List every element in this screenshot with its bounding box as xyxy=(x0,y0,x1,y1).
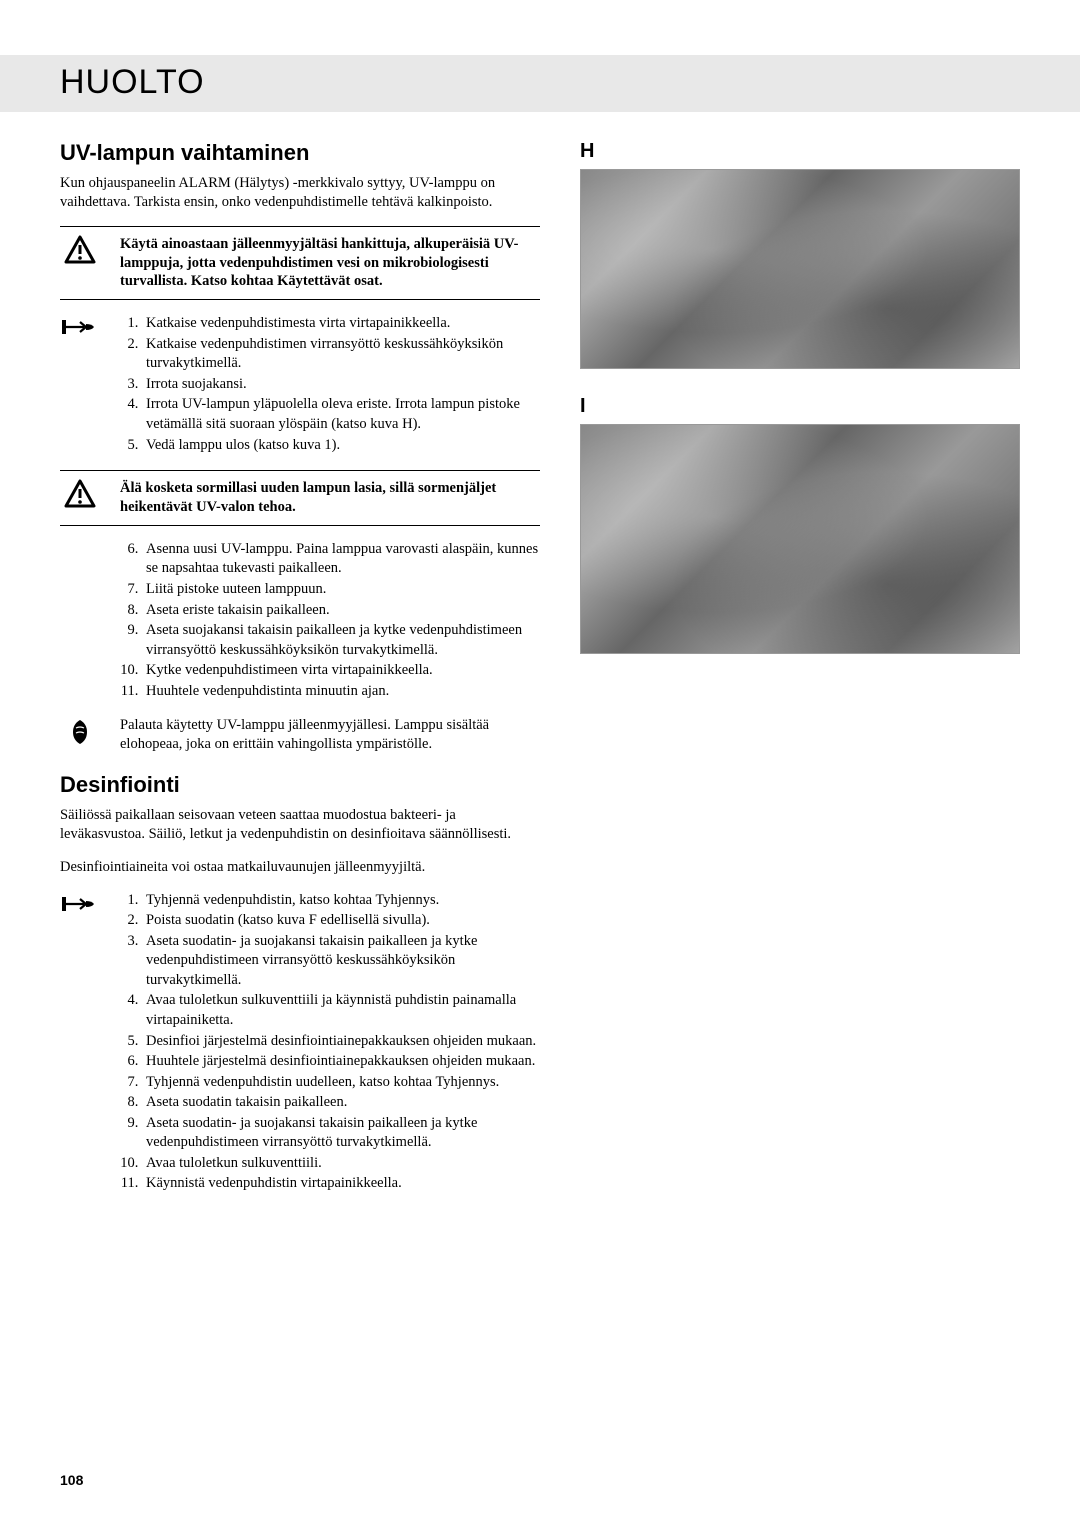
list-item: Aseta suodatin takaisin paikalleen. xyxy=(142,1093,540,1113)
eco-note-block: Palauta käytetty UV-lamppu jälleenmyyjäl… xyxy=(60,716,540,754)
list-item: Irrota UV-lampun yläpuolella oleva erist… xyxy=(142,395,540,434)
two-column-layout: UV-lampun vaihtaminen Kun ohjauspaneelin… xyxy=(60,140,1020,1209)
spacer-icon xyxy=(60,540,100,703)
warning-text-1: Käytä ainoastaan jälleenmyyjältäsi hanki… xyxy=(112,235,540,292)
steps-block-1: Katkaise vedenpuhdistimesta virta virtap… xyxy=(60,314,540,456)
list-item: Desinfioi järjestelmä desinfiointiainepa… xyxy=(142,1032,540,1052)
page-number: 108 xyxy=(60,1472,83,1488)
list-item: Irrota suojakansi. xyxy=(142,375,540,395)
section-heading-uv: UV-lampun vaihtaminen xyxy=(60,140,540,166)
list-item: Huuhtele järjestelmä desinfiointiainepak… xyxy=(142,1052,540,1072)
warning-box-2: Älä kosketa sormillasi uuden lampun lasi… xyxy=(60,470,540,526)
steps-block-2: Asenna uusi UV-lamppu. Paina lamppua var… xyxy=(60,540,540,703)
intro-desinf-2: Desinfiointiaineita voi ostaa matkailuva… xyxy=(60,858,540,877)
list-item: Poista suodatin (katso kuva F edellisell… xyxy=(142,911,540,931)
steps-block-3: Tyhjennä vedenpuhdistin, katso kohtaa Ty… xyxy=(60,891,540,1195)
figure-label-i: I xyxy=(580,395,1020,418)
list-item: Tyhjennä vedenpuhdistin uudelleen, katso… xyxy=(142,1073,540,1093)
chapter-title: HUOLTO xyxy=(60,63,1080,102)
ordered-steps-3: Tyhjennä vedenpuhdistin, katso kohtaa Ty… xyxy=(112,891,540,1195)
hand-pointing-icon xyxy=(60,314,100,456)
list-item: Aseta suodatin- ja suojakansi takaisin p… xyxy=(142,1114,540,1153)
warning-box-1: Käytä ainoastaan jälleenmyyjältäsi hanki… xyxy=(60,226,540,301)
hand-pointing-icon xyxy=(60,891,100,1195)
list-item: Aseta eriste takaisin paikalleen. xyxy=(142,601,540,621)
ordered-steps-1: Katkaise vedenpuhdistimesta virta virtap… xyxy=(112,314,540,456)
list-item: Tyhjennä vedenpuhdistin, katso kohtaa Ty… xyxy=(142,891,540,911)
eco-note-text: Palauta käytetty UV-lamppu jälleenmyyjäl… xyxy=(112,716,540,754)
list-item: Avaa tuloletkun sulkuventtiili. xyxy=(142,1154,540,1174)
intro-uv: Kun ohjauspaneelin ALARM (Hälytys) -merk… xyxy=(60,174,540,212)
list-item: Avaa tuloletkun sulkuventtiili ja käynni… xyxy=(142,991,540,1030)
figure-image-h xyxy=(580,169,1020,369)
eco-leaf-icon xyxy=(60,716,100,754)
right-column: H I xyxy=(580,140,1020,1209)
figure-image-i xyxy=(580,424,1020,654)
list-item: Aseta suojakansi takaisin paikalleen ja … xyxy=(142,621,540,660)
list-item: Aseta suodatin- ja suojakansi takaisin p… xyxy=(142,932,540,991)
list-item: Katkaise vedenpuhdistimen virransyöttö k… xyxy=(142,335,540,374)
warning-triangle-icon xyxy=(60,479,100,517)
figure-label-h: H xyxy=(580,140,1020,163)
chapter-header-bar: HUOLTO xyxy=(0,55,1080,112)
list-item: Kytke vedenpuhdistimeen virta virtapaini… xyxy=(142,661,540,681)
list-item: Liitä pistoke uuteen lamppuun. xyxy=(142,580,540,600)
left-column: UV-lampun vaihtaminen Kun ohjauspaneelin… xyxy=(60,140,540,1209)
intro-desinf-1: Säiliössä paikallaan seisovaan veteen sa… xyxy=(60,806,540,844)
list-item: Katkaise vedenpuhdistimesta virta virtap… xyxy=(142,314,540,334)
list-item: Huuhtele vedenpuhdistinta minuutin ajan. xyxy=(142,682,540,702)
warning-text-2: Älä kosketa sormillasi uuden lampun lasi… xyxy=(112,479,540,517)
ordered-steps-2: Asenna uusi UV-lamppu. Paina lamppua var… xyxy=(112,540,540,703)
section-heading-desinf: Desinfiointi xyxy=(60,772,540,798)
list-item: Vedä lamppu ulos (katso kuva 1). xyxy=(142,436,540,456)
list-item: Käynnistä vedenpuhdistin virtapainikkeel… xyxy=(142,1174,540,1194)
list-item: Asenna uusi UV-lamppu. Paina lamppua var… xyxy=(142,540,540,579)
warning-triangle-icon xyxy=(60,235,100,292)
